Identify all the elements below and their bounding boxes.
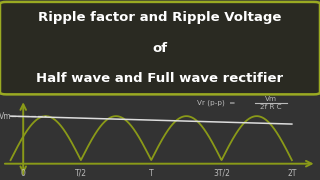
Text: T/2: T/2 <box>75 169 87 178</box>
Text: Vm: Vm <box>265 96 277 102</box>
Text: 0: 0 <box>21 169 26 178</box>
Text: Half wave and Full wave rectifier: Half wave and Full wave rectifier <box>36 73 284 86</box>
FancyBboxPatch shape <box>0 2 320 94</box>
Text: 3T/2: 3T/2 <box>213 169 230 178</box>
Text: of: of <box>152 42 168 55</box>
Text: 2f R C: 2f R C <box>260 104 282 110</box>
Text: T: T <box>149 169 154 178</box>
Text: 2T: 2T <box>287 169 297 178</box>
Text: Ripple factor and Ripple Voltage: Ripple factor and Ripple Voltage <box>38 11 282 24</box>
Text: Vr (p-p)  =: Vr (p-p) = <box>197 100 235 106</box>
Text: Vm: Vm <box>0 112 12 121</box>
